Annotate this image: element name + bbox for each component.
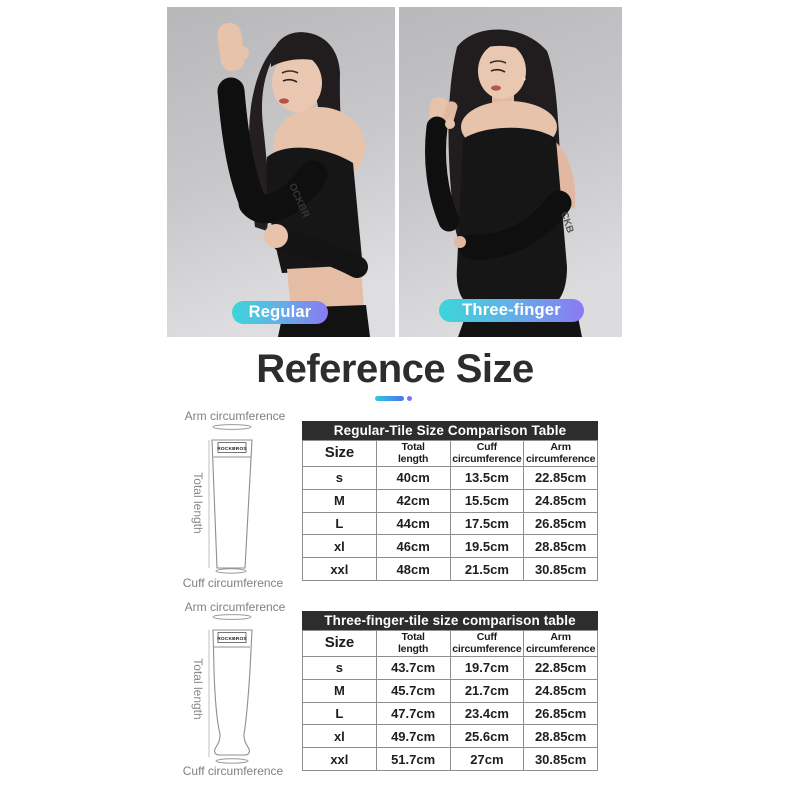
table-cell: M <box>302 488 377 513</box>
regular-size-table: Size Total length Cuff circumference Arm… <box>302 440 598 581</box>
diagram-brand-text-1: ROCKBROS <box>217 446 247 452</box>
table-cell: 45.7cm <box>375 678 451 703</box>
table-cell: M <box>302 678 377 703</box>
three-finger-badge: Three-finger <box>439 299 584 322</box>
table-cell: 46cm <box>375 534 451 559</box>
table-cell: 22.85cm <box>523 466 598 490</box>
arm-circumference-label-1: Arm circumference <box>184 409 286 423</box>
table-row: xl 49.7cm 25.6cm 28.85cm <box>302 724 598 749</box>
table-cell: xxl <box>302 747 377 771</box>
table-cell: 23.4cm <box>449 701 525 726</box>
regular-sleeve-diagram: ROCKBROS <box>208 424 253 574</box>
col-header-cuff-circumference: Cuff circumference <box>449 630 525 657</box>
regular-size-table-block: Regular-Tile Size Comparison Table Size … <box>302 421 598 581</box>
table-cell: 26.85cm <box>523 511 598 536</box>
three-finger-size-table: Size Total length Cuff circumference Arm… <box>302 630 598 771</box>
table-cell: xl <box>302 534 377 559</box>
regular-table-title: Regular-Tile Size Comparison Table <box>302 421 598 440</box>
col-header-total-length: Total length <box>375 440 451 467</box>
table-row: M 42cm 15.5cm 24.85cm <box>302 488 598 513</box>
table-cell: 21.5cm <box>449 557 525 581</box>
table-cell: 44cm <box>375 511 451 536</box>
header-row: Size Total length Cuff circumference Arm… <box>302 630 598 657</box>
table-row: xl 46cm 19.5cm 28.85cm <box>302 534 598 559</box>
three-finger-sleeve-diagram: ROCKBROS <box>208 614 253 764</box>
photo-regular: OCKBR Regular <box>167 7 395 337</box>
table-row: s 43.7cm 19.7cm 22.85cm <box>302 656 598 680</box>
table-row: xxl 48cm 21.5cm 30.85cm <box>302 557 598 581</box>
table-cell: 28.85cm <box>523 724 598 749</box>
total-length-label-1: Total length <box>191 472 205 534</box>
three-finger-size-table-block: Three-finger-tile size comparison table … <box>302 611 598 771</box>
table-cell: xl <box>302 724 377 749</box>
table-cell: 24.85cm <box>523 488 598 513</box>
table-cell: 43.7cm <box>375 656 451 680</box>
table-row: s 40cm 13.5cm 22.85cm <box>302 466 598 490</box>
table-cell: 30.85cm <box>523 557 598 581</box>
table-cell: 24.85cm <box>523 678 598 703</box>
table-cell: 51.7cm <box>375 747 451 771</box>
table-cell: 17.5cm <box>449 511 525 536</box>
title-underline-dot <box>407 396 412 401</box>
header-row: Size Total length Cuff circumference Arm… <box>302 440 598 467</box>
table-cell: L <box>302 511 377 536</box>
cuff-circumference-label-2: Cuff circumference <box>182 764 284 778</box>
three-finger-table-title: Three-finger-tile size comparison table <box>302 611 598 630</box>
table-cell: 27cm <box>449 747 525 771</box>
col-header-size: Size <box>302 630 377 657</box>
col-header-arm-circumference: Arm circumference <box>523 440 598 467</box>
table-cell: 49.7cm <box>375 724 451 749</box>
col-header-cuff-circumference: Cuff circumference <box>449 440 525 467</box>
table-cell: 48cm <box>375 557 451 581</box>
table-cell: 30.85cm <box>523 747 598 771</box>
col-header-size: Size <box>302 440 377 467</box>
table-cell: 26.85cm <box>523 701 598 726</box>
table-cell: 21.7cm <box>449 678 525 703</box>
table-cell: 19.5cm <box>449 534 525 559</box>
table-cell: 22.85cm <box>523 656 598 680</box>
table-row: L 44cm 17.5cm 26.85cm <box>302 511 598 536</box>
table-cell: xxl <box>302 557 377 581</box>
table-row: L 47.7cm 23.4cm 26.85cm <box>302 701 598 726</box>
table-cell: 42cm <box>375 488 451 513</box>
table-cell: 15.5cm <box>449 488 525 513</box>
table-cell: 28.85cm <box>523 534 598 559</box>
regular-badge: Regular <box>232 301 328 324</box>
model-three-finger-illustration: CKB <box>399 7 622 337</box>
cuff-circumference-label-1: Cuff circumference <box>182 576 284 590</box>
col-header-arm-circumference: Arm circumference <box>523 630 598 657</box>
table-row: xxl 51.7cm 27cm 30.85cm <box>302 747 598 771</box>
photo-three-finger: CKB Three-finger <box>399 7 622 337</box>
total-length-label-2: Total length <box>191 658 205 720</box>
table-cell: 19.7cm <box>449 656 525 680</box>
col-header-total-length: Total length <box>375 630 451 657</box>
arm-circumference-label-2: Arm circumference <box>184 600 286 614</box>
table-cell: 25.6cm <box>449 724 525 749</box>
table-cell: s <box>302 466 377 490</box>
diagram-brand-text-2: ROCKBROS <box>217 636 247 642</box>
table-cell: L <box>302 701 377 726</box>
page-title: Reference Size <box>256 347 534 391</box>
table-cell: 47.7cm <box>375 701 451 726</box>
table-cell: s <box>302 656 377 680</box>
table-row: M 45.7cm 21.7cm 24.85cm <box>302 678 598 703</box>
table-cell: 13.5cm <box>449 466 525 490</box>
table-cell: 40cm <box>375 466 451 490</box>
model-regular-illustration: OCKBR <box>167 7 395 337</box>
title-underline-dash <box>375 396 404 401</box>
